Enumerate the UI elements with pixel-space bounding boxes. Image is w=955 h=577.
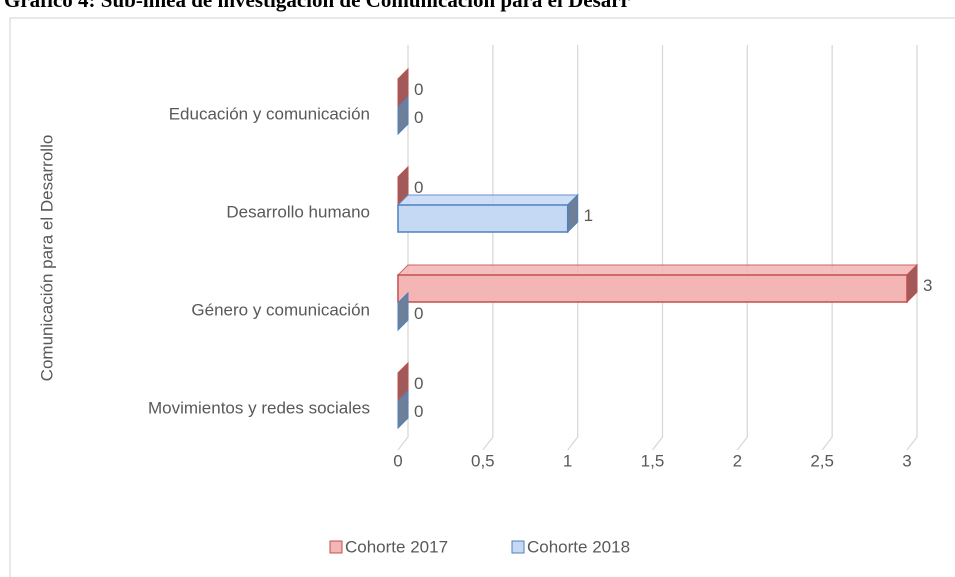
legend-label: Cohorte 2017: [345, 537, 448, 556]
data-label: 0: [414, 178, 423, 197]
grid-line: [651, 45, 664, 451]
chart-title: Gráfico 4: Sub-línea de investigación de…: [4, 0, 630, 12]
grid-line: [482, 45, 494, 451]
x-tick-label: 0,5: [471, 451, 495, 470]
y-tick-label: Género y comunicación: [191, 300, 370, 319]
grid-line: [821, 45, 833, 451]
bar-side: [397, 67, 409, 108]
bar-top: [396, 194, 579, 206]
x-tick-label: 2: [733, 451, 742, 470]
x-tick-label: 3: [902, 451, 911, 470]
legend-swatch: [329, 540, 343, 554]
data-label: 0: [414, 374, 423, 393]
y-axis-label: Comunicación para el Desarrollo: [37, 135, 56, 382]
y-tick-label: Movimientos y redes sociales: [148, 398, 370, 417]
bar-side: [397, 361, 409, 402]
legend-label: Cohorte 2018: [527, 537, 630, 556]
grid-line: [567, 45, 579, 451]
data-label: 1: [584, 206, 593, 225]
grid-line: [736, 45, 748, 451]
bar: [397, 274, 908, 303]
y-tick-label: Educación y comunicación: [169, 104, 370, 123]
data-label: 0: [414, 108, 423, 127]
bar-side: [397, 389, 409, 430]
x-tick-label: 2,5: [810, 451, 834, 470]
grid-line: [906, 45, 918, 451]
x-tick-label: 1: [563, 451, 572, 470]
bar-side: [397, 291, 409, 332]
bar: [397, 204, 569, 233]
x-tick-label: 0: [393, 451, 402, 470]
data-label: 0: [414, 304, 423, 323]
data-label: 0: [414, 80, 423, 99]
bar-top: [396, 264, 919, 276]
bar-side: [397, 165, 409, 206]
data-label: 3: [923, 276, 932, 295]
data-label: 0: [414, 402, 423, 421]
legend-swatch: [511, 540, 525, 554]
x-tick-label: 1,5: [641, 451, 665, 470]
y-tick-label: Desarrollo humano: [226, 202, 370, 221]
bar-side: [397, 95, 409, 136]
